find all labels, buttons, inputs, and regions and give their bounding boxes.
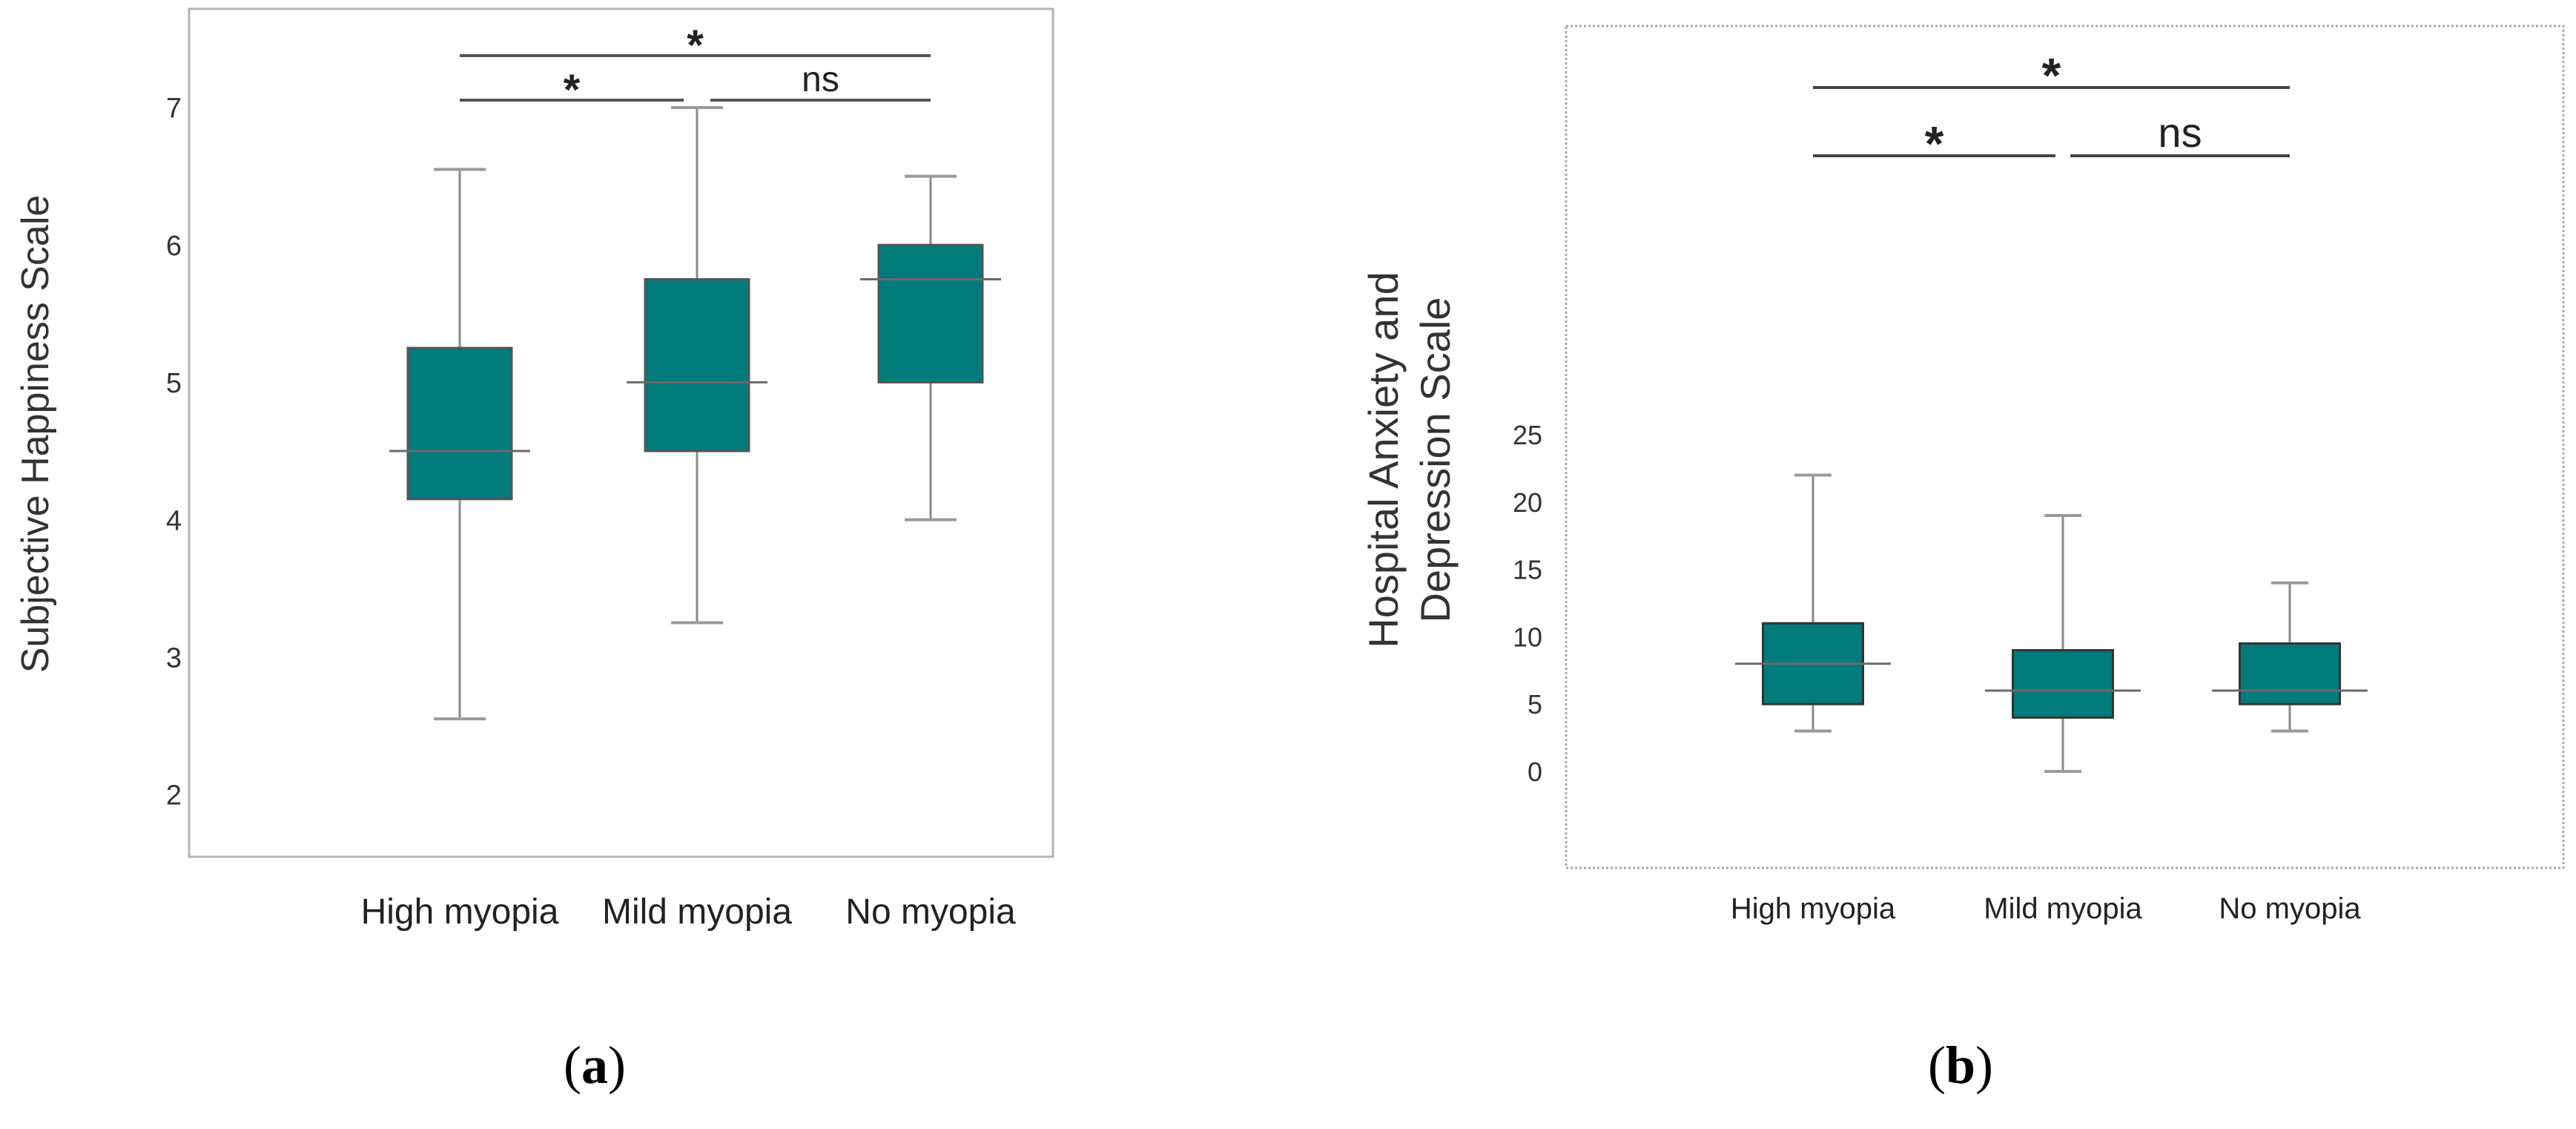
y-axis-label-b: Hospital Anxiety and Depression Scale bbox=[1360, 271, 1459, 648]
y-tick-label-b: 0 bbox=[1528, 757, 1542, 787]
chart-a: 2 3 4 5 6 7 Subjective Happiness Scale High myo… bbox=[14, 22, 1016, 932]
x-category-label-a: High myopia bbox=[361, 892, 559, 932]
plot-frame-a bbox=[188, 7, 1054, 858]
significance-label-b: * bbox=[1925, 116, 1944, 171]
box-a bbox=[644, 278, 750, 452]
x-category-label-a: No myopia bbox=[845, 892, 1016, 932]
x-category-label-b: Mild myopia bbox=[1984, 892, 2142, 925]
y-tick-label-a: 2 bbox=[166, 780, 182, 812]
x-category-label-b: No myopia bbox=[2219, 892, 2361, 925]
y-tick-label-b: 20 bbox=[1513, 487, 1542, 518]
y-tick-label-b: 25 bbox=[1513, 420, 1542, 450]
y-tick-label-b: 5 bbox=[1528, 689, 1542, 720]
x-category-label-b: High myopia bbox=[1731, 892, 1896, 925]
box-a bbox=[406, 346, 513, 501]
y-tick-label-a: 4 bbox=[166, 505, 182, 536]
plot-frame-b bbox=[1565, 24, 2565, 869]
significance-label-b: ns bbox=[2158, 109, 2202, 156]
y-axis-label-line: Hospital Anxiety and bbox=[1360, 271, 1407, 648]
y-tick-label-b: 10 bbox=[1513, 622, 1542, 652]
y-axis-label-a: Subjective Happiness Scale bbox=[14, 195, 57, 674]
y-tick-label-a: 3 bbox=[166, 642, 182, 674]
y-tick-label-b: 15 bbox=[1513, 555, 1542, 585]
y-tick-label-a: 7 bbox=[166, 93, 182, 125]
box-a bbox=[877, 243, 984, 384]
y-axis-label-line: Subjective Happiness Scale bbox=[14, 195, 57, 674]
box-b bbox=[2012, 649, 2114, 719]
box-b bbox=[2239, 642, 2341, 705]
y-tick-label-a: 6 bbox=[166, 231, 182, 262]
significance-label-b: * bbox=[2042, 48, 2061, 103]
chart-b: 0 5 10 15 20 25 Hospital Anxiety and Depression… bbox=[1360, 48, 2368, 925]
panel-label-a: (a) bbox=[564, 1036, 626, 1095]
x-category-label-a: Mild myopia bbox=[602, 892, 792, 932]
significance-label-a: * bbox=[687, 22, 704, 70]
significance-label-a: ns bbox=[802, 60, 839, 99]
y-axis-label-line: Depression Scale bbox=[1412, 297, 1459, 623]
panel-label-b: (b) bbox=[1928, 1036, 1994, 1095]
y-tick-label-a: 5 bbox=[166, 368, 182, 399]
significance-label-a: * bbox=[564, 66, 581, 114]
